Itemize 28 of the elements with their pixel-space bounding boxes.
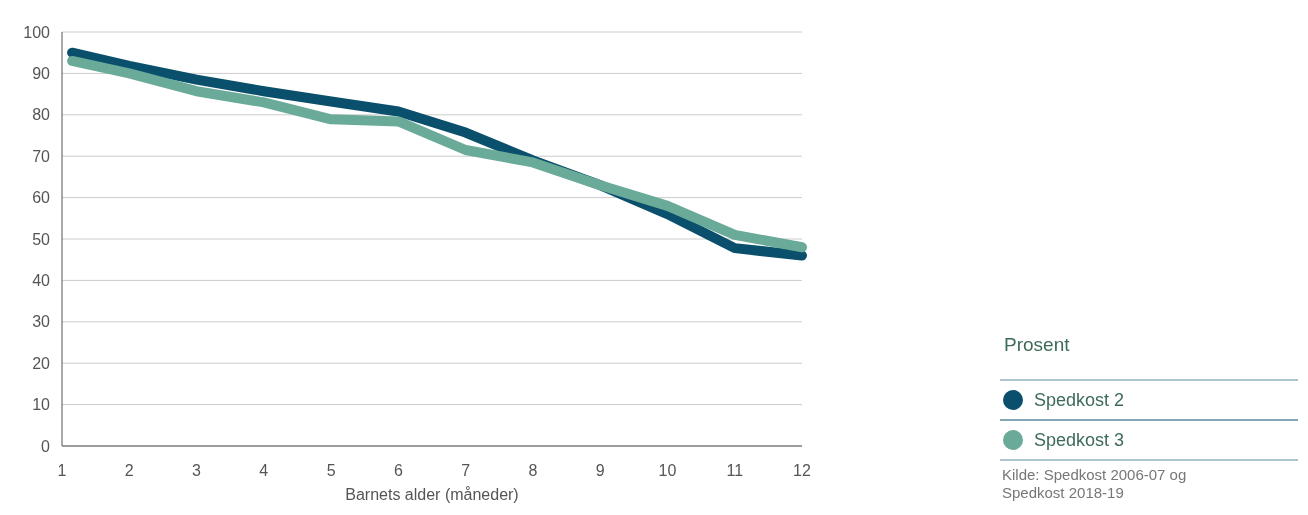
y-tick-label: 80 bbox=[32, 106, 51, 124]
y-tick-label: 60 bbox=[32, 189, 51, 207]
x-tick-label: 3 bbox=[192, 462, 202, 479]
x-tick-label: 4 bbox=[259, 462, 269, 479]
x-axis-title: Barnets alder (måneder) bbox=[345, 486, 519, 503]
legend-label: Spedkost 3 bbox=[1034, 430, 1125, 451]
y-tick-label: 0 bbox=[41, 437, 51, 455]
x-tick-label: 12 bbox=[793, 462, 811, 479]
y-tick-label: 20 bbox=[32, 354, 51, 372]
x-tick-label: 9 bbox=[595, 462, 605, 479]
x-tick-label: 8 bbox=[528, 462, 538, 479]
x-tick-label: 5 bbox=[326, 462, 336, 479]
y-tick-label: 40 bbox=[32, 272, 51, 289]
y-tick-label: 30 bbox=[32, 313, 51, 331]
y-tick-label: 90 bbox=[32, 65, 51, 82]
x-tick-label: 10 bbox=[658, 462, 677, 479]
y-tick-label: 10 bbox=[32, 396, 51, 414]
x-tick-label: 2 bbox=[124, 462, 134, 479]
y-tick-label: 100 bbox=[23, 23, 51, 41]
x-tick-label: 6 bbox=[393, 462, 403, 479]
legend-title: Prosent bbox=[1004, 334, 1071, 355]
x-tick-label: 11 bbox=[726, 462, 744, 479]
legend-label: Spedkost 2 bbox=[1034, 390, 1125, 411]
text: Kilde: Spedkost 2006-07 og Spedkost 2018-19 bbox=[1002, 466, 1187, 501]
y-tick-label: 50 bbox=[32, 230, 51, 248]
x-tick-label: 1 bbox=[57, 462, 67, 479]
x-tick-label: 7 bbox=[461, 462, 471, 479]
y-tick-label: 70 bbox=[32, 147, 51, 165]
